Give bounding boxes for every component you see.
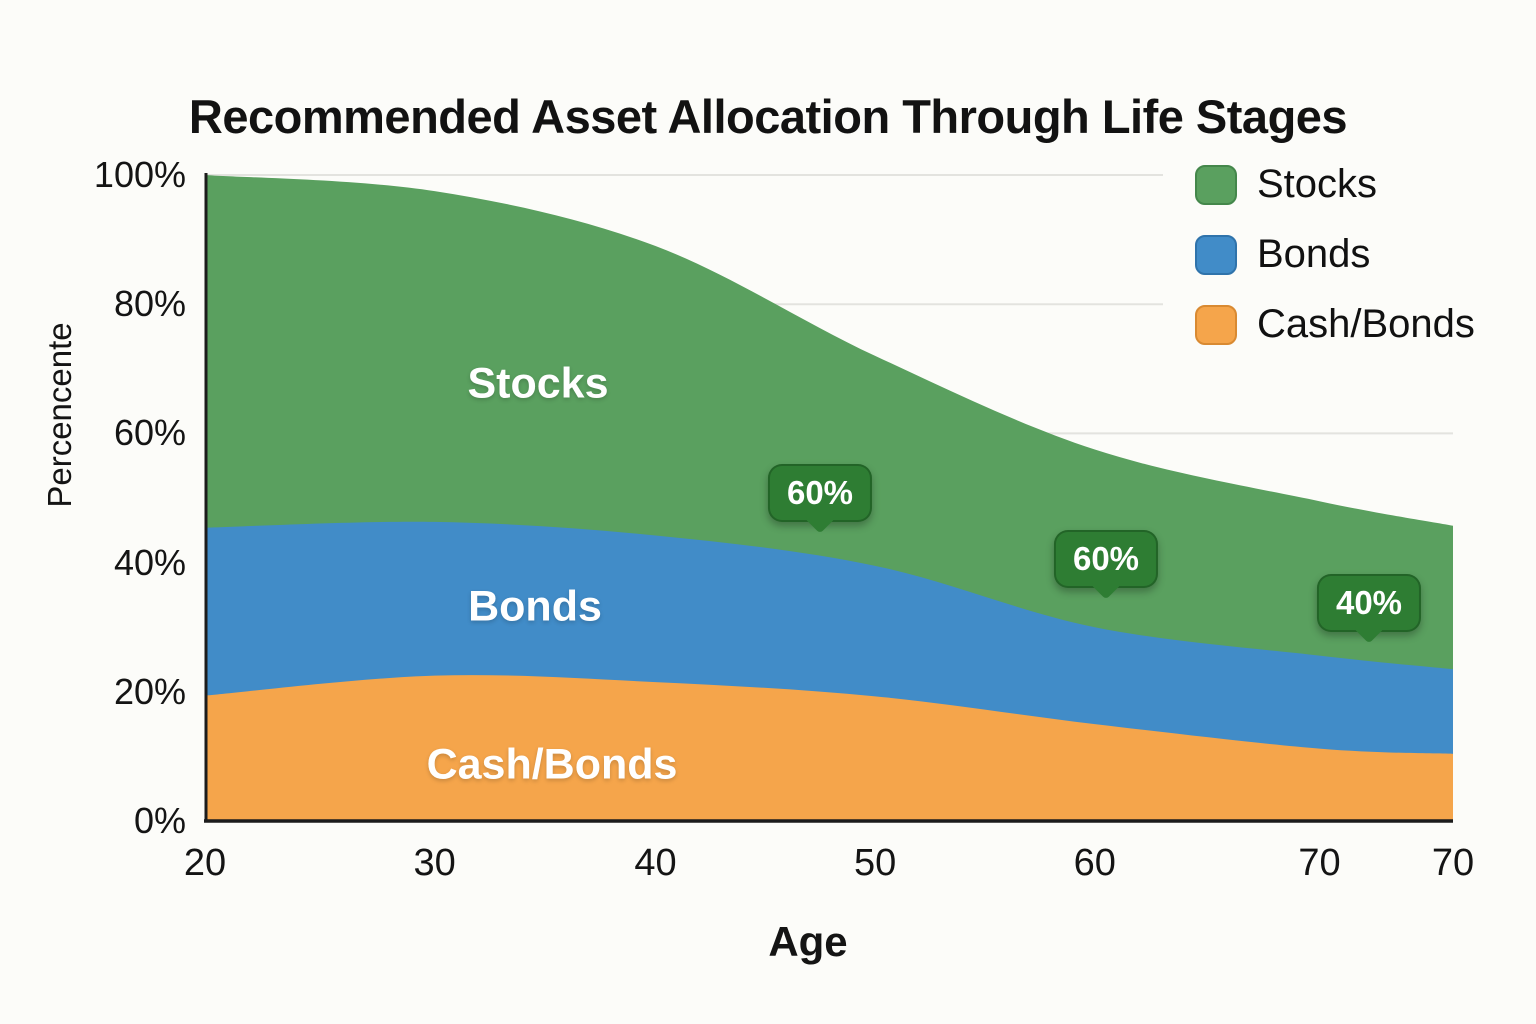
- area-label-stocks: Stocks: [467, 359, 609, 408]
- legend-item-bonds: Bonds: [1195, 232, 1475, 277]
- annotation-badge-60: 60%: [767, 464, 873, 534]
- legend-item-stocks: Stocks: [1195, 162, 1475, 207]
- annotation-badge-text: 60%: [786, 474, 854, 511]
- x-tick-1-30: 30: [413, 842, 456, 884]
- annotation-badge-60-b: 60%: [1053, 530, 1159, 600]
- x-tick-0-20: 20: [183, 842, 227, 884]
- legend-label-bonds: Bonds: [1257, 232, 1371, 276]
- legend-item-cash-bonds: Cash/Bonds: [1195, 302, 1475, 347]
- annotation-badge-text: 40%: [1335, 584, 1403, 621]
- legend-swatch-stocks: [1195, 164, 1237, 205]
- legend-swatch-cash-bonds: [1195, 304, 1237, 345]
- legend-swatch-bonds: [1195, 234, 1237, 275]
- legend-label-stocks: Stocks: [1257, 162, 1378, 206]
- x-tick-6-70: 70: [1431, 842, 1475, 884]
- area-label-bonds: Bonds: [468, 582, 602, 631]
- x-tick-2-40: 40: [634, 842, 677, 884]
- y-tick-60: 60%: [113, 412, 186, 454]
- x-tick-3-50: 50: [854, 842, 897, 884]
- legend: Stocks Bonds Cash/Bonds: [1163, 156, 1489, 357]
- x-tick-5-70: 70: [1298, 842, 1341, 884]
- y-tick-100: 100%: [93, 154, 186, 195]
- area-label-cash-bonds: Cash/Bonds: [426, 740, 678, 789]
- y-tick-0: 0%: [133, 800, 186, 841]
- legend-label-cash-bonds: Cash/Bonds: [1257, 302, 1475, 346]
- y-tick-40: 40%: [113, 541, 186, 583]
- x-axis-label: Age: [768, 918, 848, 965]
- chart-title: Recommended Asset Allocation Through Lif…: [188, 90, 1348, 144]
- y-tick-20: 20%: [113, 670, 186, 712]
- annotation-badge-text: 60%: [1072, 540, 1140, 577]
- y-tick-80: 80%: [113, 283, 186, 325]
- annotation-badge-40: 40%: [1316, 574, 1422, 644]
- x-tick-4-60: 60: [1073, 842, 1116, 884]
- area-cash-bonds: [205, 675, 1453, 821]
